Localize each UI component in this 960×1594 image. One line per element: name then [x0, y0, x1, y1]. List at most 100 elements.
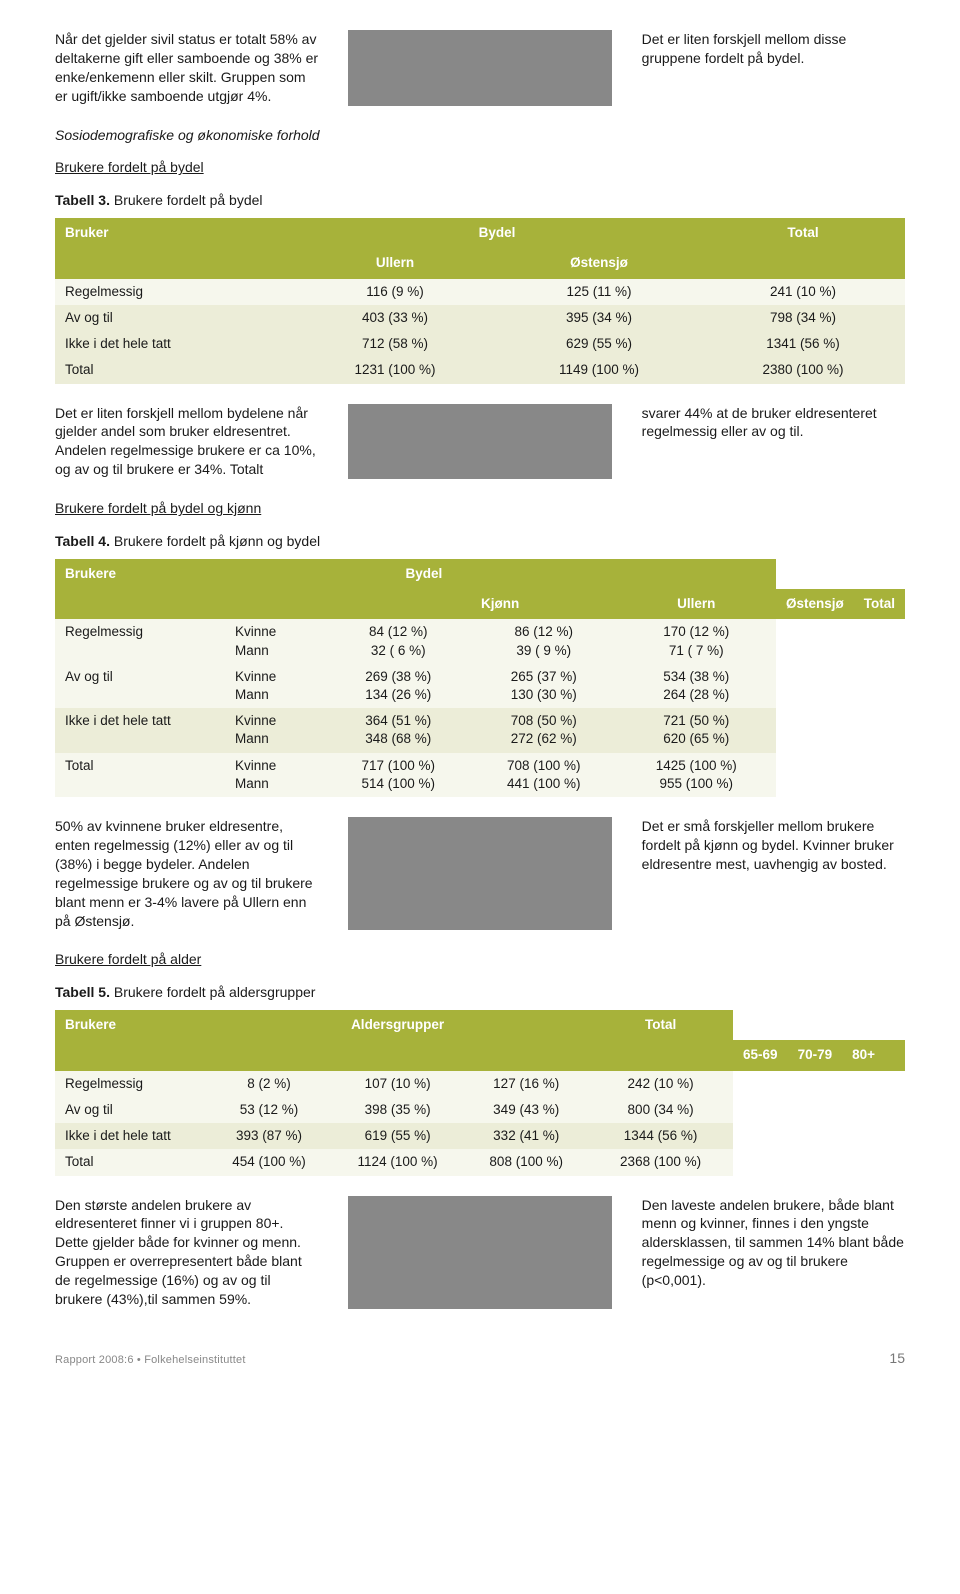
cell-70-79: 1124 (100 %)	[331, 1149, 464, 1175]
t5-h-70: 70-79	[788, 1040, 843, 1070]
row-label: Total	[55, 753, 225, 797]
cell-total: 2380 (100 %)	[701, 357, 905, 383]
table4-caption-text: Brukere fordelt på kjønn og bydel	[114, 533, 320, 549]
section-heading-socio: Sosiodemografiske og økonomiske forhold	[55, 126, 905, 145]
t3-after-left: Det er liten forskjell mellom bydelene n…	[55, 404, 318, 480]
row-label: Regelmessig	[55, 1071, 207, 1097]
cell-ullern: 84 (12 %)32 ( 6 %)	[326, 619, 471, 663]
table-row: Ikke i det hele tatt712 (58 %)629 (55 %)…	[55, 331, 905, 357]
cell-70-79: 619 (55 %)	[331, 1123, 464, 1149]
table-row: Ikke i det hele tattKvinneMann364 (51 %)…	[55, 708, 905, 752]
row-label: Ikke i det hele tatt	[55, 331, 293, 357]
table3: Bruker Bydel Total Ullern Østensjø Regel…	[55, 218, 905, 383]
cell-total: 798 (34 %)	[701, 305, 905, 331]
cell-kjonn: KvinneMann	[225, 619, 325, 663]
row-label: Av og til	[55, 664, 225, 708]
table3-caption-bold: Tabell 3.	[55, 192, 110, 208]
intro-columns: Når det gjelder sivil status er totalt 5…	[55, 30, 905, 106]
t5-after-left: Den største andelen brukere av eldresent…	[55, 1196, 318, 1309]
cell-total: 534 (38 %)264 (28 %)	[616, 664, 776, 708]
table3-caption-text: Brukere fordelt på bydel	[114, 192, 263, 208]
t3-after-right: svarer 44% at de bruker eldresenteret re…	[642, 404, 905, 480]
row-label: Av og til	[55, 1097, 207, 1123]
t5-after-columns: Den største andelen brukere av eldresent…	[55, 1196, 905, 1309]
column-divider	[348, 817, 611, 930]
row-label: Total	[55, 1149, 207, 1175]
cell-65-69: 8 (2 %)	[207, 1071, 331, 1097]
table-row: RegelmessigKvinneMann84 (12 %)32 ( 6 %)8…	[55, 619, 905, 663]
t3-h-ost: Østensjø	[497, 248, 701, 278]
cell-70-79: 107 (10 %)	[331, 1071, 464, 1097]
cell-ullern: 364 (51 %)348 (68 %)	[326, 708, 471, 752]
t4-h-ost: Østensjø	[776, 589, 854, 619]
t3-h-bydel: Bydel	[293, 218, 701, 248]
cell-ostensjo: 395 (34 %)	[497, 305, 701, 331]
subheading-kjonn: Brukere fordelt på bydel og kjønn	[55, 499, 905, 518]
cell-total: 242 (10 %)	[588, 1071, 733, 1097]
table-row: Regelmessig8 (2 %)107 (10 %)127 (16 %)24…	[55, 1071, 905, 1097]
row-label: Regelmessig	[55, 279, 293, 305]
t5-h-ald: Aldersgrupper	[331, 1010, 464, 1040]
footer-source: Rapport 2008:6 • Folkehelseinstituttet	[55, 1353, 246, 1368]
cell-ullern: 269 (38 %)134 (26 %)	[326, 664, 471, 708]
row-label: Av og til	[55, 305, 293, 331]
cell-kjonn: KvinneMann	[225, 664, 325, 708]
t4-h-brukere: Brukere	[55, 559, 225, 619]
t3-h-ullern: Ullern	[293, 248, 497, 278]
cell-total: 170 (12 %)71 ( 7 %)	[616, 619, 776, 663]
cell-total: 241 (10 %)	[701, 279, 905, 305]
table5: Brukere Aldersgrupper Total 65-69 70-79 …	[55, 1010, 905, 1175]
page-footer: Rapport 2008:6 • Folkehelseinstituttet 1…	[55, 1349, 905, 1368]
t4-after-left: 50% av kvinnene bruker eldresentre, ente…	[55, 817, 318, 930]
table-row: Av og til53 (12 %)398 (35 %)349 (43 %)80…	[55, 1097, 905, 1123]
table4-caption-bold: Tabell 4.	[55, 533, 110, 549]
table-row: Regelmessig116 (9 %)125 (11 %)241 (10 %)	[55, 279, 905, 305]
t3-after-columns: Det er liten forskjell mellom bydelene n…	[55, 404, 905, 480]
row-label: Ikke i det hele tatt	[55, 1123, 207, 1149]
cell-65-69: 454 (100 %)	[207, 1149, 331, 1175]
t5-h-80: 80+	[842, 1040, 885, 1070]
cell-80plus: 349 (43 %)	[464, 1097, 588, 1123]
cell-ostensjo: 708 (50 %)272 (62 %)	[471, 708, 616, 752]
t5-h-brukere: Brukere	[55, 1010, 207, 1070]
cell-kjonn: KvinneMann	[225, 708, 325, 752]
table5-caption-text: Brukere fordelt på aldersgrupper	[114, 984, 316, 1000]
t5-h-65: 65-69	[733, 1040, 788, 1070]
table4: Brukere Bydel Kjønn Ullern Østensjø Tota…	[55, 559, 905, 797]
cell-ostensjo: 1149 (100 %)	[497, 357, 701, 383]
cell-ullern: 712 (58 %)	[293, 331, 497, 357]
row-label: Total	[55, 357, 293, 383]
cell-total: 2368 (100 %)	[588, 1149, 733, 1175]
cell-80plus: 127 (16 %)	[464, 1071, 588, 1097]
cell-total: 1344 (56 %)	[588, 1123, 733, 1149]
cell-ullern: 1231 (100 %)	[293, 357, 497, 383]
t4-h-kjonn: Kjønn	[471, 589, 616, 619]
cell-70-79: 398 (35 %)	[331, 1097, 464, 1123]
cell-ullern: 403 (33 %)	[293, 305, 497, 331]
t3-h-bruker: Bruker	[55, 218, 293, 278]
cell-ullern: 717 (100 %)514 (100 %)	[326, 753, 471, 797]
t3-h-total: Total	[701, 218, 905, 278]
table3-caption: Tabell 3. Brukere fordelt på bydel	[55, 191, 905, 210]
cell-ostensjo: 708 (100 %)441 (100 %)	[471, 753, 616, 797]
cell-total: 1341 (56 %)	[701, 331, 905, 357]
t4-after-columns: 50% av kvinnene bruker eldresentre, ente…	[55, 817, 905, 930]
table-row: TotalKvinneMann717 (100 %)514 (100 %)708…	[55, 753, 905, 797]
t4-h-ullern: Ullern	[616, 589, 776, 619]
cell-ostensjo: 629 (55 %)	[497, 331, 701, 357]
t4-h-bydel: Bydel	[326, 559, 776, 589]
table-row: Av og til403 (33 %)395 (34 %)798 (34 %)	[55, 305, 905, 331]
cell-total: 800 (34 %)	[588, 1097, 733, 1123]
table5-caption: Tabell 5. Brukere fordelt på aldersgrupp…	[55, 983, 905, 1002]
column-divider	[348, 30, 611, 106]
cell-kjonn: KvinneMann	[225, 753, 325, 797]
table-row: Ikke i det hele tatt393 (87 %)619 (55 %)…	[55, 1123, 905, 1149]
table-row: Total1231 (100 %)1149 (100 %)2380 (100 %…	[55, 357, 905, 383]
t4-after-right: Det er små forskjeller mellom brukere fo…	[642, 817, 905, 930]
cell-ostensjo: 125 (11 %)	[497, 279, 701, 305]
column-divider	[348, 1196, 611, 1309]
footer-page-number: 15	[889, 1349, 905, 1368]
cell-ostensjo: 265 (37 %)130 (30 %)	[471, 664, 616, 708]
intro-left: Når det gjelder sivil status er totalt 5…	[55, 30, 318, 106]
row-label: Ikke i det hele tatt	[55, 708, 225, 752]
